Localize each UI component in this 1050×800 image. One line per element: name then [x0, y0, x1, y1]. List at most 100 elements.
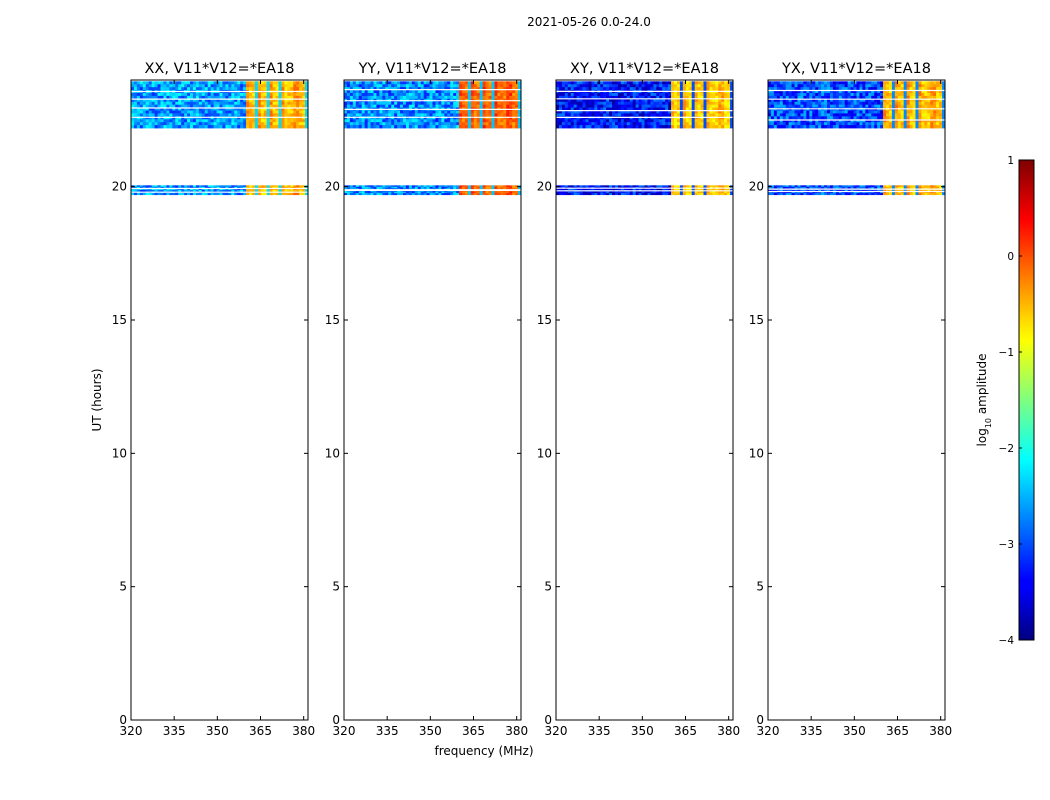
heatmap-cell [900, 84, 905, 88]
heatmap-cell [706, 185, 710, 188]
heatmap-cell [464, 101, 469, 106]
heatmap-cell [715, 191, 719, 194]
heatmap-cell [187, 107, 191, 111]
heatmap-cell [216, 188, 220, 191]
heatmap-cell [269, 81, 273, 85]
heatmap-cell [290, 104, 294, 108]
heatmap-cell [903, 84, 908, 88]
heatmap-cell [251, 104, 256, 108]
heatmap-cell [576, 188, 580, 191]
heatmap-cell [133, 81, 138, 85]
heatmap-cell [151, 188, 155, 191]
heatmap-cell [382, 84, 386, 88]
heatmap-cell [603, 110, 607, 114]
heatmap-cell [591, 104, 595, 108]
heatmap-cell [438, 116, 442, 120]
heatmap-cell [464, 116, 469, 120]
heatmap-cell [178, 113, 182, 117]
heatmap-cell [594, 110, 598, 114]
heatmap-cell [579, 98, 583, 103]
heatmap-cell [482, 87, 486, 91]
heatmap-cell [694, 84, 698, 88]
heatmap-cell [281, 93, 285, 97]
heatmap-cell [394, 110, 398, 114]
heatmap-cell [800, 116, 804, 120]
heatmap-cell [497, 119, 501, 123]
heatmap-cell [782, 95, 787, 100]
heatmap-cell [818, 81, 822, 85]
heatmap-cell [187, 113, 191, 117]
heatmap-cell [915, 95, 919, 100]
heatmap-cell [240, 113, 244, 117]
heatmap-cell [423, 185, 427, 188]
heatmap-cell [773, 87, 778, 91]
heatmap-cell [287, 104, 291, 108]
heatmap-cell [770, 104, 775, 108]
heatmap-cell [414, 84, 419, 88]
heatmap-cell [296, 98, 300, 103]
heatmap-cell [222, 113, 226, 117]
heatmap-cell [709, 81, 713, 85]
heatmap-cell [927, 104, 931, 108]
heatmap-cell [556, 104, 560, 108]
heatmap-cell [838, 122, 843, 126]
heatmap-cell [561, 93, 566, 97]
heatmap-cell [635, 93, 639, 97]
heatmap-cell [794, 84, 798, 88]
x-tick-label: 335 [376, 724, 399, 738]
heatmap-cell [172, 113, 176, 117]
heatmap-cell [939, 116, 943, 120]
heatmap-cell [166, 110, 170, 114]
heatmap-cell [302, 98, 306, 103]
heatmap-cell [724, 188, 728, 191]
heatmap-cell [900, 93, 905, 97]
heatmap-cell [685, 101, 690, 106]
heatmap-cell [257, 119, 262, 123]
heatmap-cell [653, 188, 657, 191]
heatmap-cell [213, 104, 217, 108]
heatmap-cell [883, 95, 887, 100]
heatmap-cell [394, 95, 398, 100]
heatmap-cell [278, 101, 282, 106]
heatmap-cell [190, 101, 194, 106]
heatmap-cell [344, 84, 348, 88]
heatmap-cell [891, 116, 896, 120]
heatmap-cell [184, 188, 188, 191]
heatmap-cell [296, 101, 300, 106]
heatmap-cell [921, 116, 925, 120]
heatmap-cell [503, 87, 507, 91]
heatmap-cell [685, 93, 690, 97]
heatmap-cell [281, 190, 285, 192]
heatmap-cell [397, 122, 401, 126]
heatmap-cell [803, 116, 807, 120]
heatmap-cell [921, 84, 925, 88]
heatmap-cell [467, 90, 472, 94]
y-tick-label: 10 [325, 446, 340, 460]
heatmap-cell [228, 110, 232, 114]
heatmap-cell [939, 119, 943, 123]
heatmap-cell [936, 119, 940, 123]
heatmap-cell [715, 98, 719, 103]
heatmap-cell [444, 122, 448, 126]
heatmap-cell [379, 122, 383, 126]
heatmap-cell [942, 119, 946, 123]
heatmap-cell [500, 95, 504, 100]
heatmap-cell [133, 119, 138, 123]
heatmap-cell [260, 110, 265, 114]
heatmap-cell [370, 116, 374, 120]
panel-title: XY, V11*V12=*EA18 [570, 61, 719, 77]
heatmap-cell [166, 188, 170, 191]
heatmap-cell [403, 81, 407, 85]
heatmap-cell [494, 84, 498, 88]
heatmap-cell [579, 113, 583, 117]
heatmap-cell [691, 193, 696, 196]
heatmap-cell [570, 93, 575, 97]
heatmap-cell [142, 122, 147, 126]
heatmap-cell [397, 110, 401, 114]
heatmap-cell [718, 98, 722, 103]
heatmap-cell [405, 185, 410, 188]
heatmap-cell [151, 107, 155, 111]
heatmap-cell [441, 95, 445, 100]
heatmap-cell [213, 93, 217, 97]
